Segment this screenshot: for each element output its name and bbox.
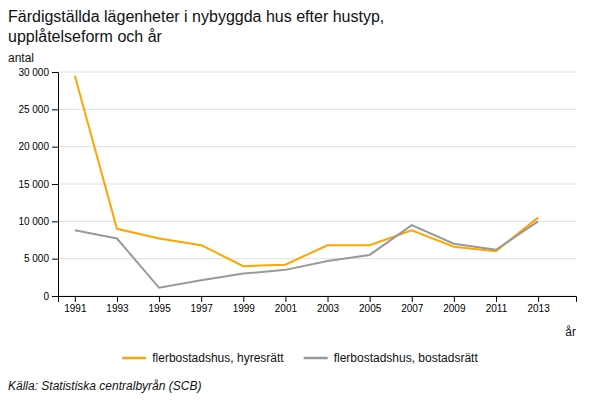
- source: Källa: Statistiska centralbyrån (SCB): [8, 379, 201, 393]
- legend-swatch: [122, 357, 146, 360]
- x-axis-title: år: [565, 325, 576, 339]
- legend-item: flerbostadshus, hyresrätt: [122, 351, 284, 365]
- y-axis-line: [52, 73, 59, 297]
- y-tick-mark: [52, 72, 58, 73]
- subtitle: upplåtelseform och år: [8, 28, 163, 45]
- series-line: [75, 76, 538, 266]
- y-tick-label: 10 000: [18, 216, 49, 227]
- legend-swatch: [304, 357, 328, 360]
- y-tick: 30 000: [18, 67, 58, 78]
- x-tick-mark: [159, 296, 160, 302]
- y-tick-mark: [52, 147, 58, 148]
- y-tick-label: 5 000: [24, 253, 49, 264]
- y-tick-label: 0: [43, 291, 49, 302]
- x-tick-label: 2003: [317, 303, 340, 314]
- grid-line: [58, 184, 576, 185]
- y-tick-label: 20 000: [18, 141, 49, 152]
- x-tick-label: 2001: [275, 303, 298, 314]
- x-tick: 2009: [443, 296, 466, 314]
- plot-area: 0 5 000 10 000 15 000 20 000 25 000 30 000 1991…: [8, 51, 577, 339]
- y-tick: 0: [43, 291, 58, 302]
- x-tick: 2003: [317, 296, 340, 314]
- x-tick-label: 1993: [106, 303, 129, 314]
- x-tick-mark: [496, 296, 497, 302]
- x-tick-mark: [285, 296, 286, 302]
- x-tick-label: 2007: [401, 303, 424, 314]
- x-tick-label: 2005: [359, 303, 382, 314]
- legend-item: flerbostadshus, bostadsrätt: [304, 351, 479, 365]
- y-tick: 25 000: [18, 104, 58, 115]
- y-tick-mark: [52, 109, 58, 110]
- grid-line: [58, 146, 576, 147]
- x-tick-label: 1995: [148, 303, 171, 314]
- y-tick: 10 000: [18, 216, 58, 227]
- x-tick: 1999: [233, 296, 256, 314]
- series-line: [75, 221, 538, 287]
- chart: Färdigställda lägenheter i nybyggda hus …: [0, 0, 600, 400]
- y-tick-mark: [52, 184, 58, 185]
- y-tick-mark: [52, 259, 58, 260]
- x-tick-mark: [328, 296, 329, 302]
- x-tick-mark: [370, 296, 371, 302]
- title: Färdigställda lägenheter i nybyggda hus …: [8, 8, 384, 25]
- x-tick: 2005: [359, 296, 382, 314]
- x-tick: 2013: [527, 296, 550, 314]
- x-tick: 1993: [106, 296, 129, 314]
- x-axis: 1991 1993 1995 1997 1999 2001 2003 2005 2007 2009…: [59, 296, 577, 314]
- y-tick: 20 000: [18, 141, 58, 152]
- x-axis-line: [59, 297, 577, 303]
- x-tick-mark: [117, 296, 118, 302]
- x-tick-label: 2009: [443, 303, 466, 314]
- x-tick-label: 1991: [64, 303, 87, 314]
- legend: flerbostadshus, hyresrätt flerbostadshus,…: [122, 351, 478, 365]
- x-tick-mark: [243, 296, 244, 302]
- grid-line: [58, 221, 576, 222]
- x-tick-label: 2011: [486, 303, 508, 314]
- x-tick-label: 1999: [233, 303, 256, 314]
- grid: [58, 72, 576, 296]
- grid-line: [58, 72, 576, 73]
- x-tick: 2007: [401, 296, 424, 314]
- legend-label: flerbostadshus, bostadsrätt: [334, 351, 479, 365]
- x-tick-mark: [454, 296, 455, 302]
- x-tick: 2011: [486, 296, 508, 314]
- y-tick-mark: [52, 296, 58, 297]
- y-tick: 5 000: [24, 253, 58, 264]
- y-axis: 0 5 000 10 000 15 000 20 000 25 000 30 000: [18, 67, 58, 302]
- legend-label: flerbostadshus, hyresrätt: [152, 351, 284, 365]
- y-axis-title: antal: [8, 51, 34, 65]
- series-group: [75, 76, 538, 288]
- y-tick: 15 000: [18, 179, 58, 190]
- x-tick-label: 1997: [191, 303, 214, 314]
- grid-line: [58, 109, 576, 110]
- x-tick: 1995: [148, 296, 171, 314]
- x-tick-mark: [75, 296, 76, 302]
- y-tick-label: 15 000: [18, 179, 49, 190]
- x-tick: 1991: [64, 296, 87, 314]
- x-tick: 2001: [275, 296, 298, 314]
- y-tick-label: 30 000: [18, 67, 49, 78]
- x-tick: 1997: [191, 296, 214, 314]
- x-tick-label: 2013: [527, 303, 550, 314]
- y-tick-mark: [52, 221, 58, 222]
- x-tick-mark: [412, 296, 413, 302]
- x-tick-mark: [201, 296, 202, 302]
- x-tick-mark: [538, 296, 539, 302]
- y-tick-label: 25 000: [18, 104, 49, 115]
